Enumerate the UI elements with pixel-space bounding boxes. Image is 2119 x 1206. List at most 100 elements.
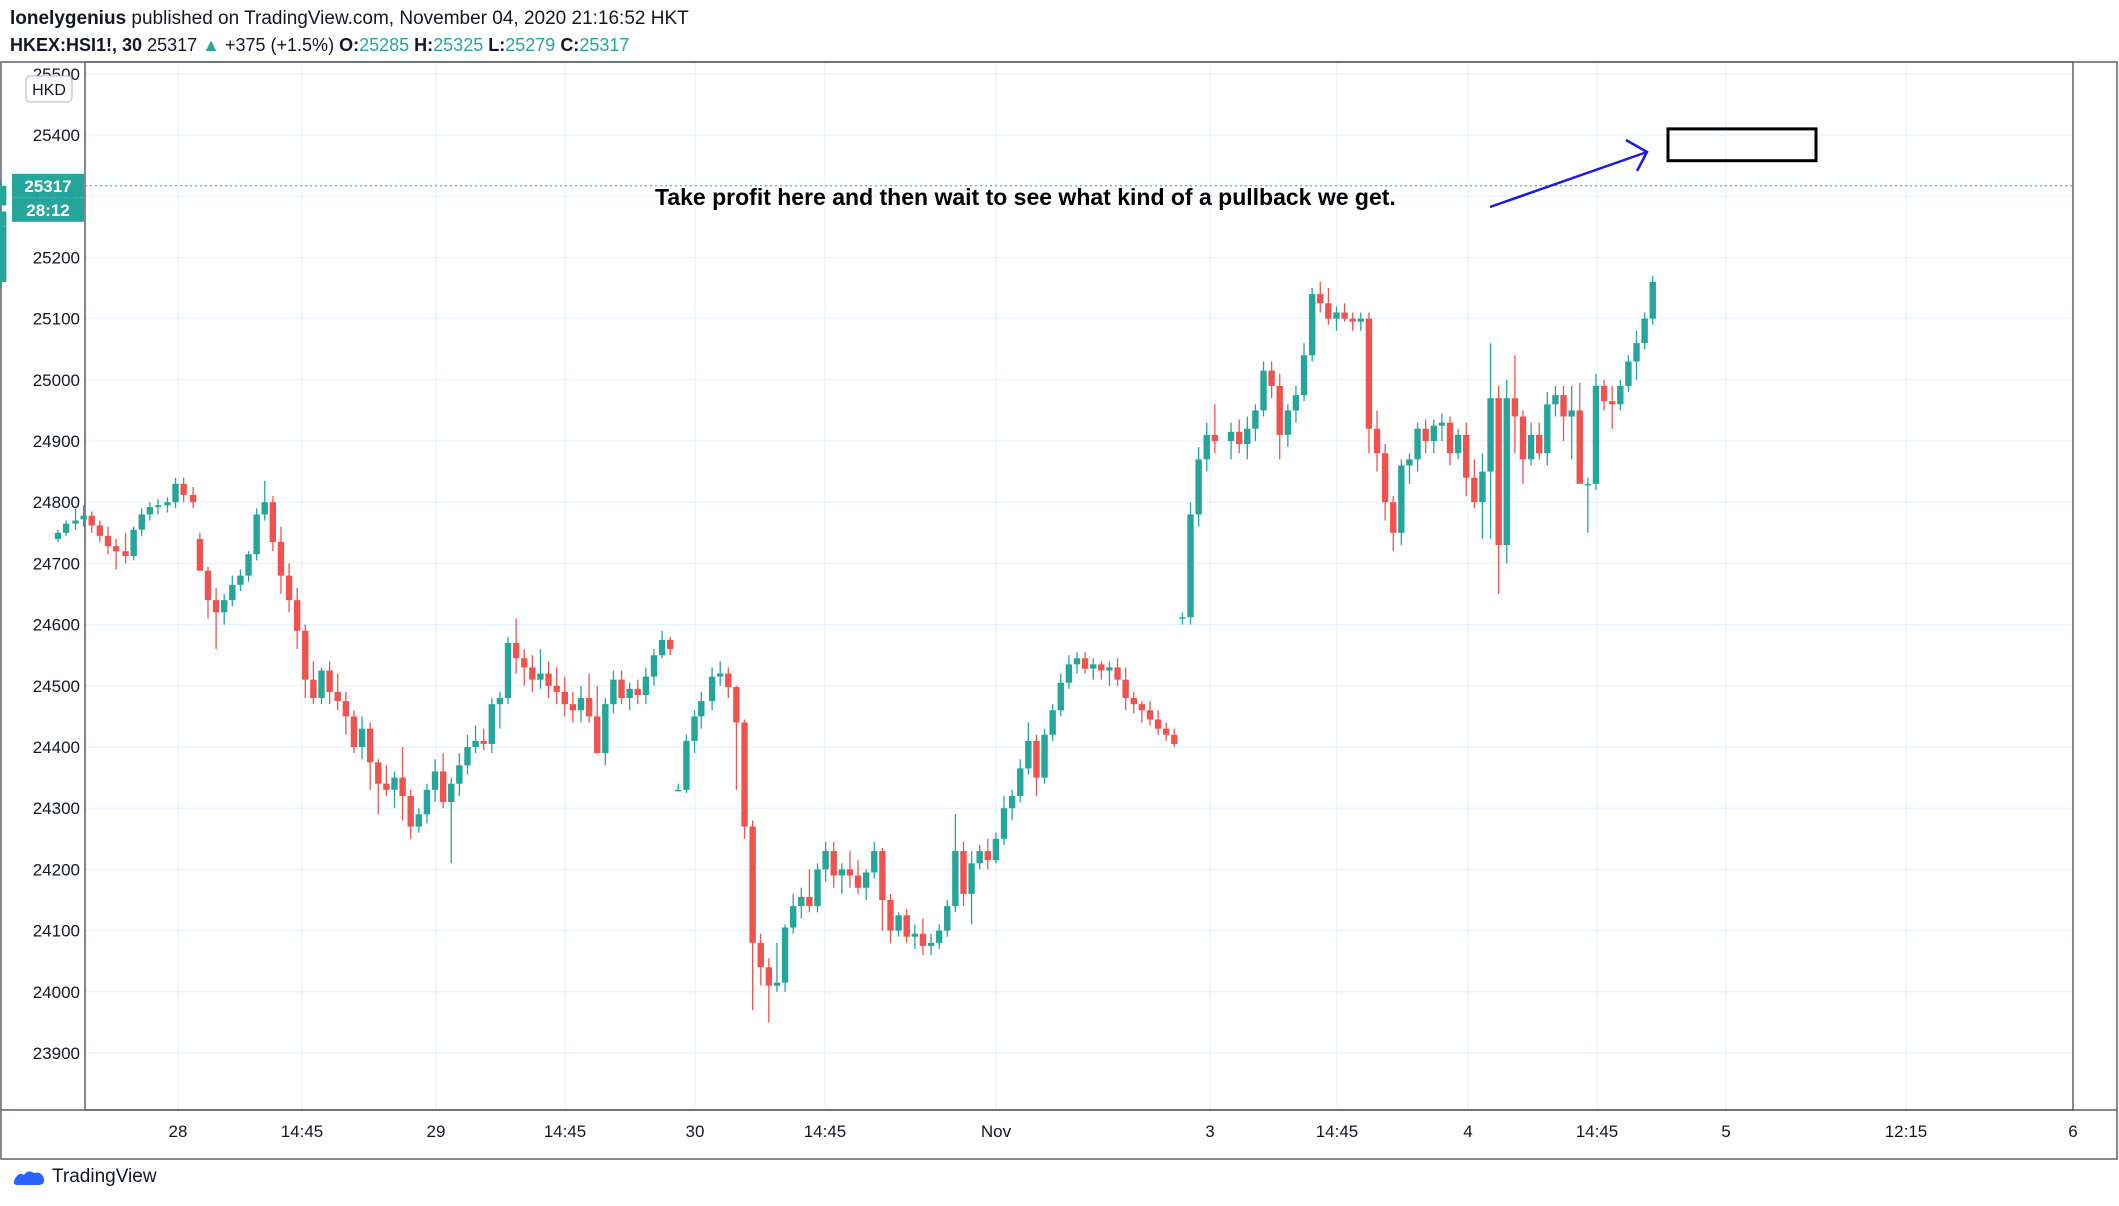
candle	[0, 180, 7, 210]
low-label: L:	[488, 35, 506, 55]
grid-lines	[85, 62, 2074, 1110]
candle	[1154, 710, 1162, 735]
candle-body	[302, 630, 309, 680]
candle	[733, 685, 740, 790]
candle-body	[1430, 425, 1437, 441]
candle	[229, 575, 236, 607]
candle-body	[366, 728, 374, 763]
currency-box[interactable]	[25, 75, 73, 103]
candle	[545, 661, 552, 699]
y-tick-label: 25000	[33, 371, 80, 390]
last-price-badge-text: 25317	[24, 177, 71, 196]
candle-body	[407, 795, 414, 827]
candle	[1033, 734, 1040, 796]
x-tick-label: 5	[1721, 1122, 1730, 1141]
candle	[366, 722, 374, 790]
candle	[553, 667, 560, 705]
candle-body	[172, 483, 179, 503]
candle	[1073, 652, 1081, 674]
candle-body	[984, 851, 992, 861]
candle	[650, 649, 658, 686]
x-tick-label: 3	[1205, 1122, 1214, 1141]
annotation-text[interactable]: Take profit here and then wait to see wh…	[655, 184, 1396, 210]
candle	[383, 765, 390, 796]
candle	[62, 520, 70, 536]
candle	[757, 933, 764, 986]
candle	[521, 649, 528, 686]
x-tick-label: 6	[2068, 1122, 2077, 1141]
candle-body	[879, 851, 886, 900]
annotation-arrow[interactable]	[1489, 138, 1649, 209]
candle-body	[488, 704, 496, 744]
candle-body	[1544, 404, 1551, 454]
candle	[1649, 275, 1656, 325]
candle	[968, 851, 975, 925]
candle	[1227, 422, 1235, 460]
candle	[1592, 373, 1600, 490]
y-tick-label: 24600	[33, 616, 80, 635]
candle	[642, 667, 650, 705]
outer-frame	[0, 61, 2118, 1160]
candle	[529, 655, 536, 692]
candle-body	[342, 701, 350, 717]
candle	[358, 716, 366, 760]
candle	[1268, 361, 1275, 399]
candle	[1308, 288, 1316, 362]
candle-body	[1608, 401, 1616, 405]
candle-body	[862, 872, 870, 888]
candle-body	[253, 514, 260, 555]
candle	[496, 691, 504, 729]
high-label: H:	[414, 35, 434, 55]
candle-body	[935, 930, 943, 943]
candle	[302, 624, 309, 699]
candle-body	[666, 639, 674, 650]
candle-body	[375, 762, 382, 784]
candle	[976, 844, 983, 870]
candle-body	[415, 814, 423, 827]
close-label: C:	[560, 35, 580, 55]
candle-body	[1163, 728, 1170, 735]
last-price: 25317	[147, 35, 198, 55]
candle-body	[221, 600, 228, 613]
candle-body	[1171, 734, 1178, 744]
candle	[439, 753, 447, 809]
candle	[189, 486, 197, 509]
candle-body	[104, 535, 112, 547]
x-tick-label: 14:45	[1576, 1122, 1619, 1141]
candle	[1430, 419, 1437, 454]
candle	[1008, 789, 1016, 821]
candle	[391, 771, 398, 809]
candle	[561, 676, 568, 717]
publisher-username[interactable]: lonelygenius	[10, 8, 127, 29]
candle	[658, 630, 666, 659]
candle-body	[618, 679, 625, 699]
candle	[1576, 382, 1583, 484]
candle	[1317, 281, 1324, 313]
candle	[512, 618, 520, 674]
candle	[375, 759, 382, 815]
candle-body	[781, 927, 789, 983]
y-tick-label: 25100	[33, 310, 80, 329]
tradingview-footer[interactable]: TradingView	[12, 1166, 157, 1188]
take-profit-box[interactable]	[1666, 127, 1818, 163]
candle-body	[1073, 658, 1081, 665]
candle	[952, 814, 959, 913]
candle-body	[814, 869, 821, 907]
candle	[634, 679, 641, 705]
candle	[618, 670, 625, 705]
candle	[1503, 379, 1510, 564]
candle	[1608, 385, 1616, 429]
symbol-label: HKEX:HSI1!, 30	[10, 35, 143, 55]
candle	[1163, 722, 1170, 741]
candle-body	[1349, 318, 1356, 322]
x-tick-label: 4	[1463, 1122, 1472, 1141]
candle-body	[1592, 385, 1600, 484]
symbol-line: HKEX:HSI1!, 30 25317 ▲ +375 (+1.5%) O:25…	[10, 32, 689, 58]
candle-body	[512, 642, 520, 659]
candle-body	[1325, 303, 1332, 319]
candle	[464, 734, 471, 775]
candle	[789, 893, 797, 934]
x-tick-label: 14:45	[804, 1122, 847, 1141]
tradingview-logo-icon	[13, 1171, 45, 1185]
